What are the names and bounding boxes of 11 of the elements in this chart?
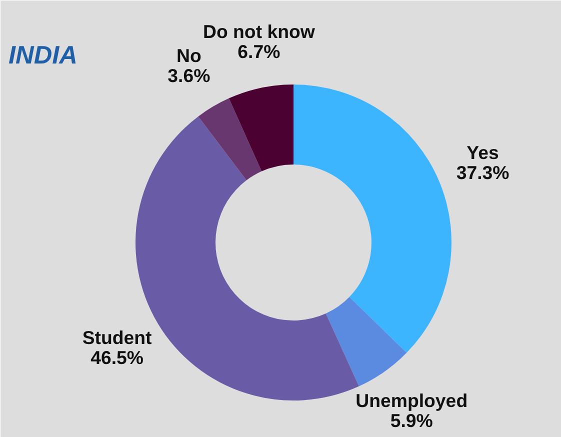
data-label: 37.3%	[456, 162, 510, 184]
data-label: 5.9%	[390, 410, 434, 432]
slice-label: No	[176, 45, 202, 66]
slice-label: Unemployed	[356, 390, 468, 412]
data-label: 6.7%	[238, 41, 281, 62]
slice-label: Do not know	[202, 21, 316, 42]
slice-label: Yes	[466, 142, 499, 164]
data-label: 46.5%	[90, 347, 144, 368]
slice-label: Student	[82, 327, 152, 348]
data-label: 3.6%	[168, 65, 211, 86]
text: INDIA	[8, 42, 78, 70]
